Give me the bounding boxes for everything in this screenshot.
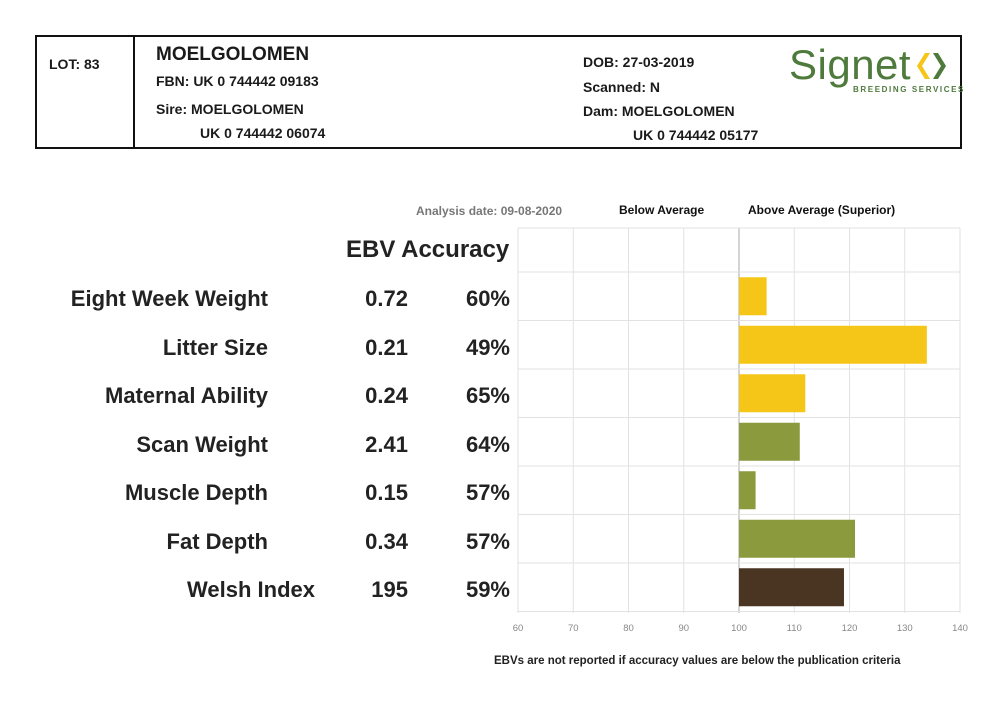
dam-fbn: UK 0 744442 05177 [633, 127, 759, 143]
logo-subtitle: BREEDING SERVICES [853, 85, 965, 94]
trait-label: Muscle Depth [124, 480, 268, 505]
ebv-accuracy-heading: EBV Accuracy [346, 236, 510, 263]
bar-fat-depth [739, 519, 856, 558]
x-tick-label: 90 [678, 623, 689, 634]
above-average-heading: Above Average (Superior) [748, 203, 896, 217]
x-tick-label: 140 [952, 623, 968, 634]
trait-accuracy-value: 64% [465, 431, 510, 457]
sire-fbn: UK 0 744442 06074 [200, 125, 326, 141]
footnote: EBVs are not reported if accuracy values… [494, 655, 901, 667]
trait-accuracy-value: 49% [465, 334, 510, 360]
bar-maternal-ability [739, 374, 806, 413]
trait-ebv-value: 0.24 [365, 383, 408, 408]
scanned-status: Scanned: N [583, 79, 661, 95]
trait-accuracy-value: 60% [465, 286, 510, 311]
trait-accuracy-value: 65% [465, 383, 510, 408]
x-tick-label: 70 [568, 623, 579, 634]
x-tick-label: 110 [787, 623, 802, 634]
animal-name: MOELGOLOMEN [156, 44, 310, 65]
x-tick-label: 80 [623, 623, 634, 634]
signet-logo: Signet BREEDING SERVICES [789, 41, 963, 101]
bar-litter-size [739, 325, 927, 364]
below-average-heading: Below Average [619, 203, 705, 217]
lot-number: LOT: 83 [49, 56, 100, 72]
dam-name: Dam: MOELGOLOMEN [583, 103, 735, 119]
trait-ebv-value: 2.41 [365, 431, 408, 457]
x-tick-label: 120 [842, 623, 858, 634]
header-divider [133, 37, 135, 147]
date-of-birth: DOB: 27-03-2019 [583, 54, 695, 70]
trait-ebv-value: 0.15 [365, 480, 408, 505]
trait-ebv-value: 195 [371, 577, 408, 602]
animal-header: LOT: 83 MOELGOLOMEN FBN: UK 0 744442 091… [35, 35, 963, 149]
bar-eight-week-weight [739, 277, 767, 316]
logo-wordmark: Signet [789, 41, 912, 88]
analysis-date: Analysis date: 09-08-2020 [416, 204, 563, 218]
bar-muscle-depth [739, 471, 756, 510]
bar-scan-weight [739, 422, 800, 461]
chevron-logo-icon [917, 53, 946, 79]
trait-ebv-value: 0.21 [365, 334, 408, 360]
x-tick-label: 100 [731, 623, 747, 634]
bar-welsh-index [739, 568, 844, 607]
trait-label: Welsh Index [187, 577, 315, 602]
trait-label: Maternal Ability [105, 383, 268, 408]
trait-accuracy-value: 59% [465, 577, 510, 602]
x-tick-label: 60 [513, 623, 524, 634]
trait-ebv-value: 0.72 [365, 286, 408, 311]
trait-label: Eight Week Weight [70, 286, 268, 311]
trait-accuracy-value: 57% [465, 480, 510, 505]
trait-ebv-value: 0.34 [365, 528, 408, 554]
trait-label: Fat Depth [166, 528, 268, 554]
animal-fbn: FBN: UK 0 744442 09183 [156, 73, 319, 89]
trait-label: Litter Size [162, 334, 268, 360]
x-tick-label: 130 [897, 623, 913, 634]
trait-accuracy-value: 57% [465, 528, 510, 554]
sire-name: Sire: MOELGOLOMEN [156, 101, 304, 117]
trait-label: Scan Weight [136, 431, 268, 457]
